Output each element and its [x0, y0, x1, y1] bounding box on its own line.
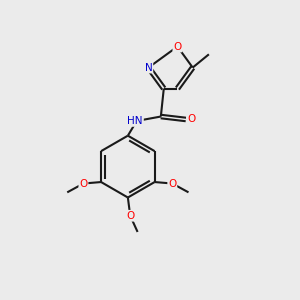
Text: O: O: [79, 178, 88, 188]
Text: O: O: [126, 211, 134, 221]
Text: O: O: [173, 42, 181, 52]
Text: O: O: [168, 178, 176, 188]
Text: HN: HN: [128, 116, 143, 126]
Text: O: O: [187, 115, 195, 124]
Text: N: N: [145, 63, 152, 73]
